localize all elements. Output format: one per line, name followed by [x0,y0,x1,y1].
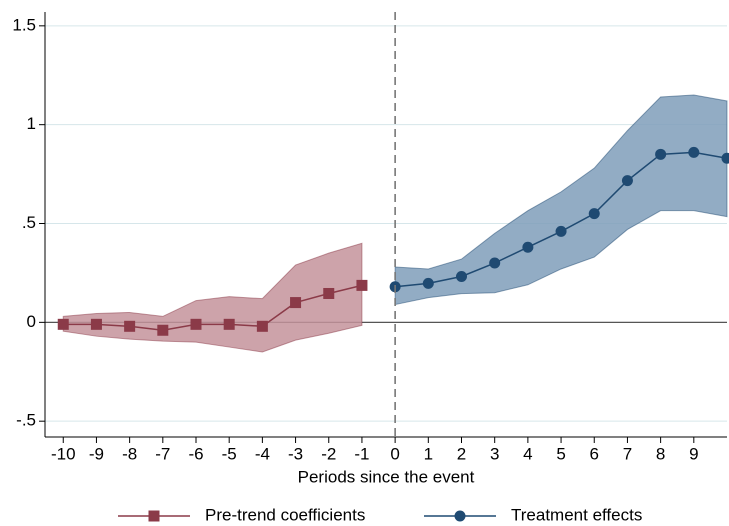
point [655,148,667,160]
x-tick-label: -8 [122,444,137,463]
x-tick-label: -10 [51,444,76,463]
x-axis-title: Periods since the event [298,467,475,486]
legend-marker [454,510,466,522]
x-tick-label: -4 [255,444,270,463]
y-tick-label: 0 [27,312,36,331]
legend-label: Pre-trend coefficients [205,505,365,524]
y-tick-label: 1 [27,114,36,133]
x-tick-label: -7 [155,444,170,463]
point [256,320,268,332]
legend-label: Treatment effects [511,505,642,524]
point [555,225,567,237]
point [90,318,102,330]
point [57,318,69,330]
x-tick-label: 6 [590,444,599,463]
x-tick-label: -5 [222,444,237,463]
x-tick-label: 3 [490,444,499,463]
x-tick-label: 1 [424,444,433,463]
y-tick-label: .5 [22,213,36,232]
y-tick-label: -.5 [16,411,36,430]
x-tick-label: -2 [321,444,336,463]
point [290,297,302,309]
point [621,175,633,187]
confidence-band [62,242,363,353]
point [456,270,468,282]
point [588,208,600,220]
point [489,257,501,269]
point [522,241,534,253]
point [688,146,700,158]
point [323,287,335,299]
x-tick-label: 8 [656,444,665,463]
point [190,318,202,330]
x-tick-label: -9 [89,444,104,463]
x-tick-label: -3 [288,444,303,463]
point [223,318,235,330]
x-tick-label: 4 [523,444,532,463]
confidence-band [394,94,728,306]
x-tick-label: -1 [354,444,369,463]
x-tick-label: -6 [188,444,203,463]
x-tick-label: 5 [556,444,565,463]
legend-marker [148,510,160,522]
point [124,320,136,332]
x-tick-label: 0 [390,444,399,463]
series-line [63,284,363,332]
point [356,279,368,291]
point [422,277,434,289]
point [157,324,169,336]
x-tick-label: 7 [623,444,632,463]
x-tick-label: 9 [689,444,698,463]
point [721,152,729,164]
x-tick-label: 2 [457,444,466,463]
y-tick-label: 1.5 [12,15,36,34]
